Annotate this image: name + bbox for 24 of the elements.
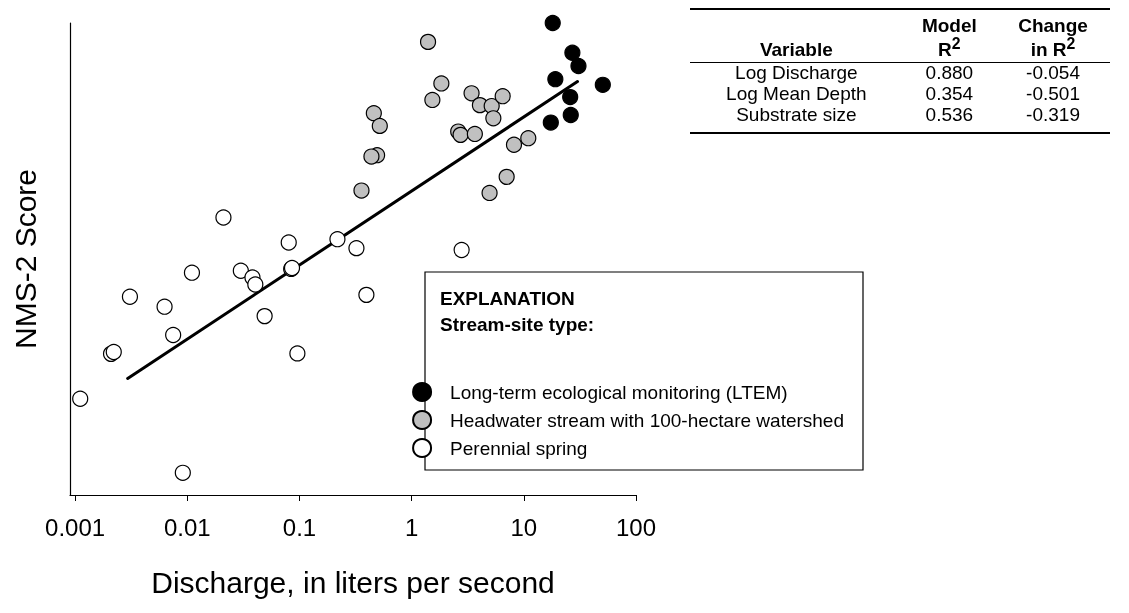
data-label: -0.501 (1025, 83, 1081, 105)
x-tick-label: 0.001 (45, 513, 106, 541)
text: Variable (758, 38, 834, 63)
data-label: -0.054 (1025, 62, 1081, 85)
category-label: Log Discharge (734, 62, 859, 85)
data-label: 0.880 (924, 62, 975, 85)
x-tick-label: 10 (510, 513, 538, 541)
legend-title: EXPLANATION Stream-site type: (440, 287, 595, 335)
category-label: Log Mean Depth (725, 83, 868, 105)
x-tick-label: 1 (404, 513, 419, 541)
data-label: -0.319 (1025, 103, 1081, 127)
legend-label: Perennial spring (450, 437, 588, 459)
text: Model R$^{2}$ (920, 14, 978, 63)
data-label: 0.354 (924, 83, 975, 105)
y-axis-title: NMS-2 Score (8, 168, 42, 350)
x-tick-label: 0.1 (282, 513, 317, 541)
legend-label: Headwater stream with 100-hectare watershed (450, 409, 845, 431)
x-tick-label: 100 (615, 513, 657, 541)
category-label: Substrate size (735, 104, 858, 127)
x-tick-label: 0.01 (163, 513, 211, 541)
text: Change in R$^{2}$ (1017, 14, 1089, 63)
data-label: 0.536 (924, 103, 975, 127)
legend-label: Long-term ecological monitoring (LTEM) (450, 381, 788, 403)
x-axis-title: Discharge, in liters per second (151, 565, 555, 599)
